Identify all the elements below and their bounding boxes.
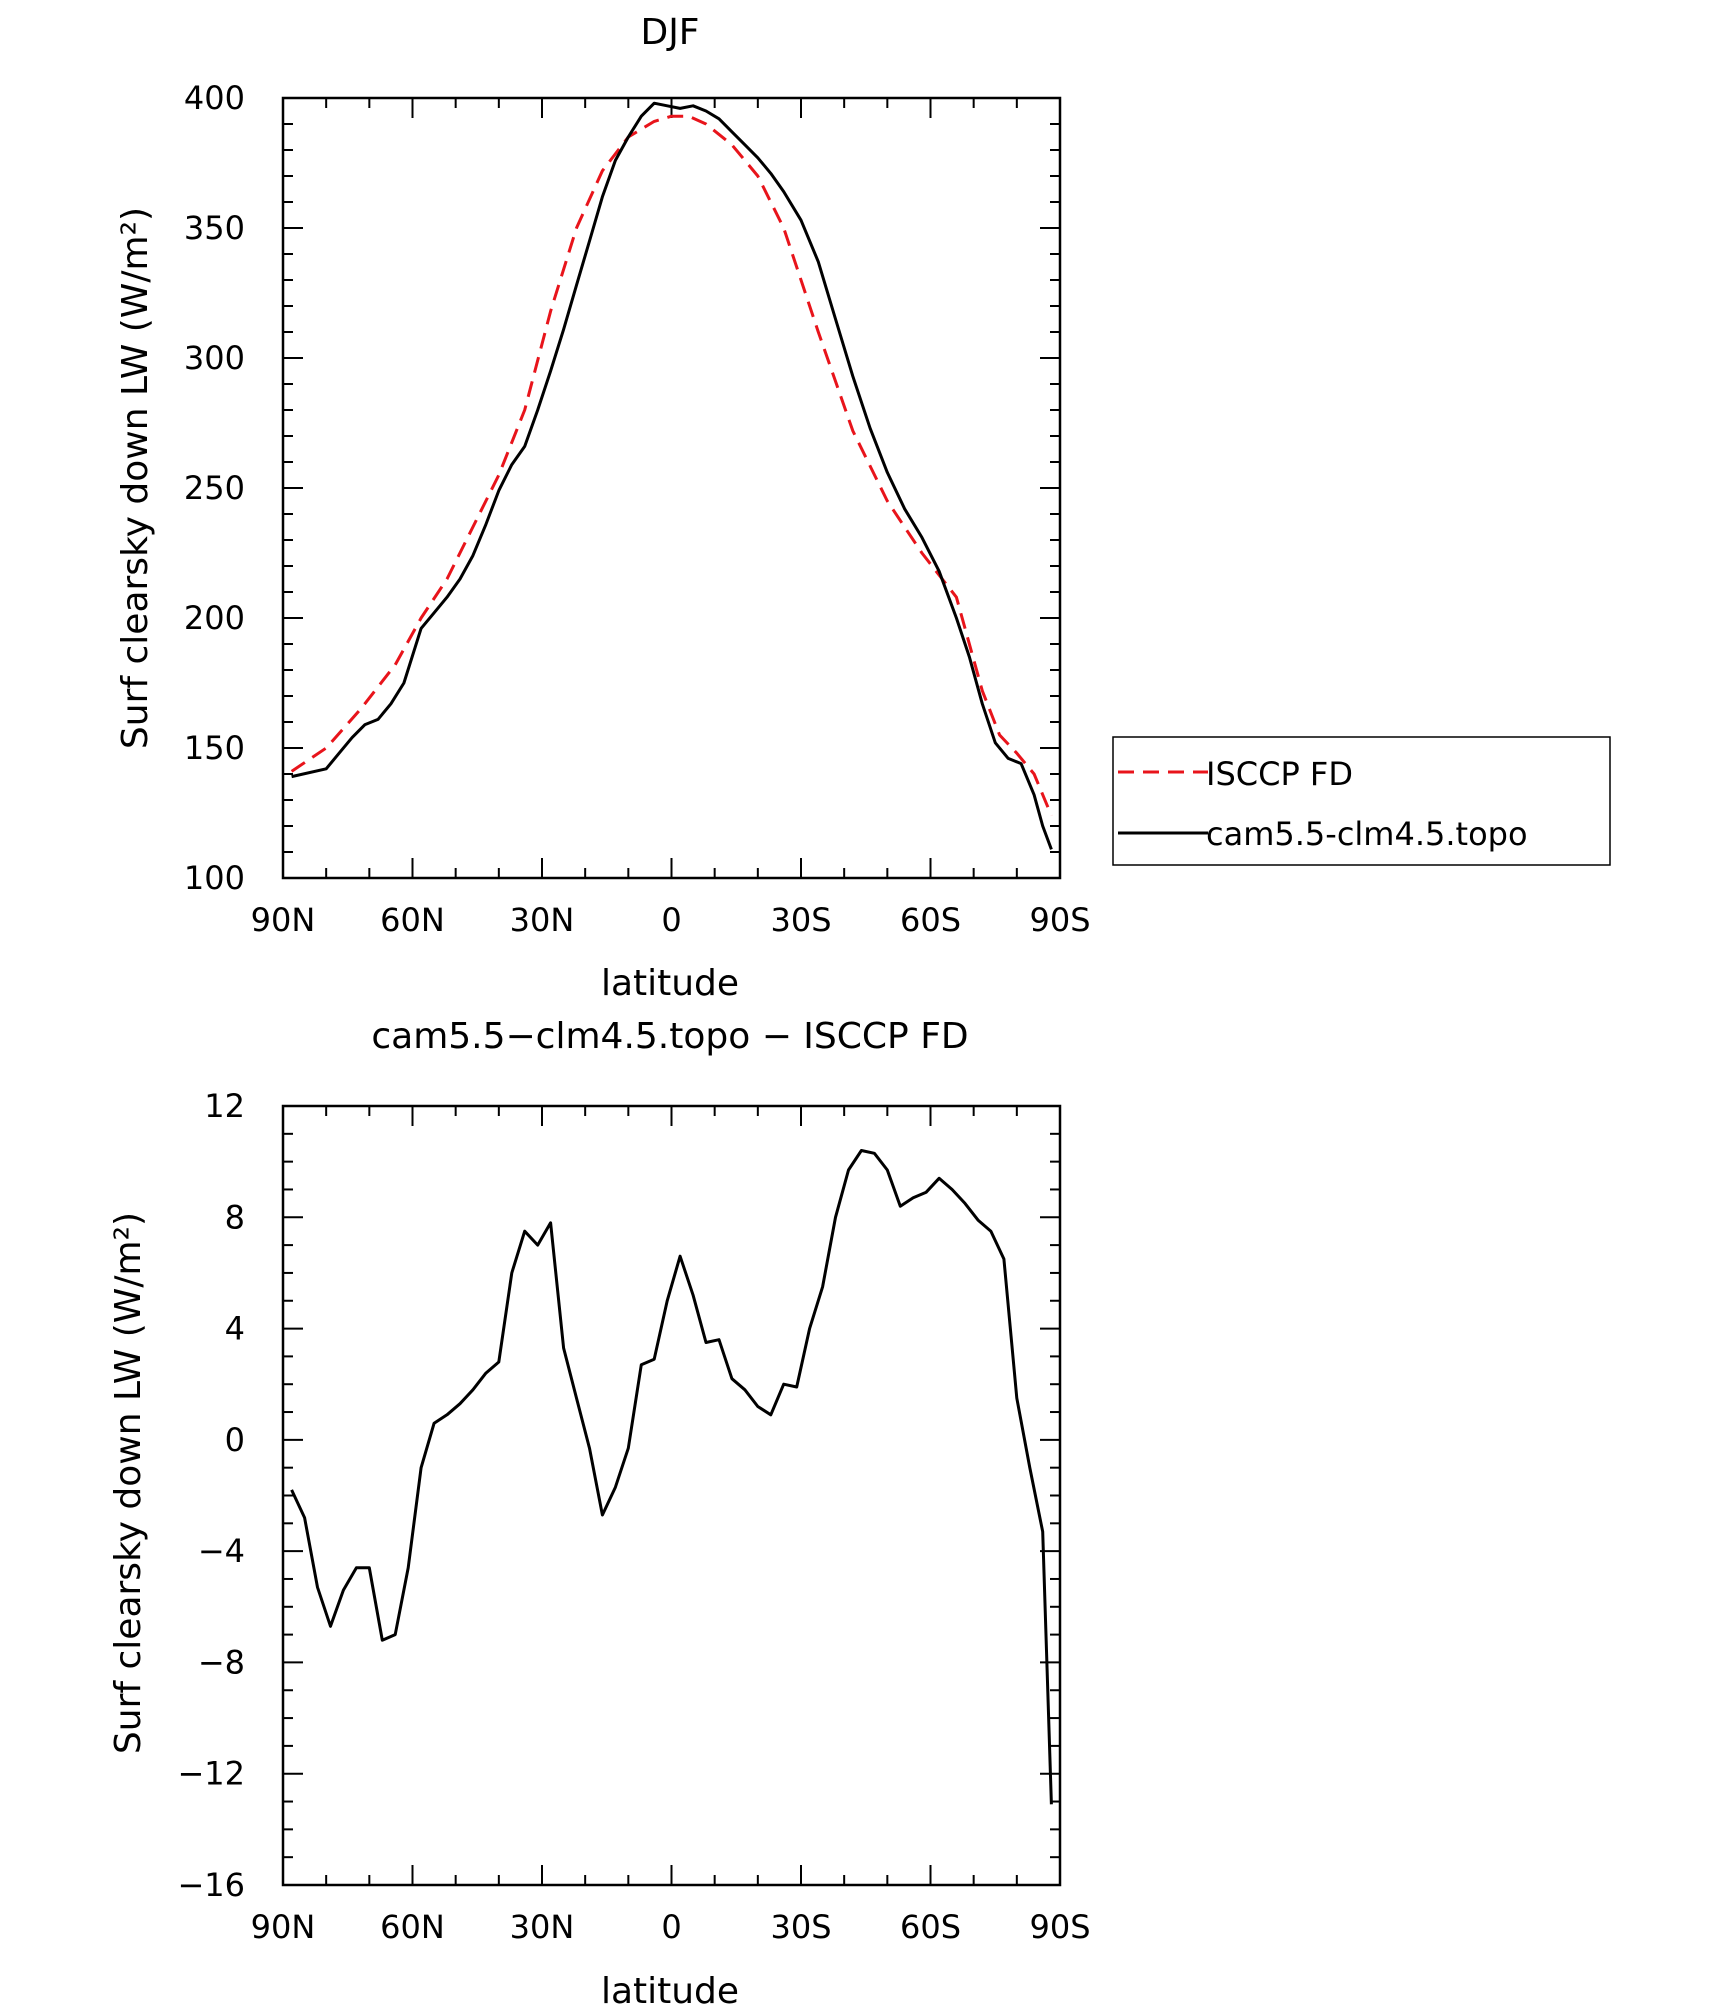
top-y-tick-label: 150 <box>184 729 245 767</box>
top-x-tick-label: 60N <box>380 901 445 939</box>
bottom-y-tick-label: −12 <box>177 1755 245 1793</box>
top-x-tick-label: 30S <box>770 901 831 939</box>
top-y-tick-label: 200 <box>184 599 245 637</box>
top-x-tick-label: 90N <box>251 901 316 939</box>
top-chart-xlabel: latitude <box>601 963 739 1004</box>
bottom-x-tick-label: 90S <box>1029 1908 1090 1946</box>
bottom-chart: cam5.5−clm4.5.topo − ISCCP FD Surf clear… <box>108 1016 1091 2010</box>
bottom-x-tick-label: 30S <box>770 1908 831 1946</box>
top-y-tick-label: 100 <box>184 859 245 897</box>
bottom-x-tick-label: 0 <box>661 1908 681 1946</box>
bottom-chart-series <box>290 1149 1053 1805</box>
bottom-x-tick-label: 60S <box>900 1908 961 1946</box>
bottom-y-tick-label: −16 <box>177 1866 245 1904</box>
top-y-tick-label: 250 <box>184 469 245 507</box>
top-x-tick-label: 60S <box>900 901 961 939</box>
top-x-tick-label: 90S <box>1029 901 1090 939</box>
top-x-tick-label: 30N <box>510 901 575 939</box>
top-chart-ticks: 100 150 200 250 300 350 400 90N 60N 30N 0 30S 60S 90S <box>184 79 1091 939</box>
bottom-y-tick-label: 4 <box>225 1310 245 1348</box>
bottom-x-tick-label: 90N <box>251 1908 316 1946</box>
legend-box <box>1112 736 1611 866</box>
bottom-chart-plot-frame <box>281 1104 1062 1887</box>
bottom-y-tick-label: 12 <box>204 1087 245 1125</box>
bottom-chart-title: cam5.5−clm4.5.topo − ISCCP FD <box>371 1016 968 1057</box>
top-chart-series <box>290 101 1053 850</box>
bottom-x-tick-label: 60N <box>380 1908 445 1946</box>
top-chart: DJF Surf clearsky down LW (W/m²) latitud… <box>115 12 1611 1004</box>
top-chart-ylabel: Surf clearsky down LW (W/m²) <box>115 207 156 749</box>
top-x-tick-label: 0 <box>661 901 681 939</box>
bottom-y-tick-label: −8 <box>198 1643 245 1681</box>
bottom-y-tick-label: −4 <box>198 1532 245 1570</box>
top-y-tick-label: 400 <box>184 79 245 117</box>
top-chart-title: DJF <box>640 12 699 53</box>
bottom-y-tick-label: 8 <box>225 1198 245 1236</box>
top-y-tick-label: 300 <box>184 339 245 377</box>
top-series-line-0 <box>290 114 1053 817</box>
bottom-x-tick-label: 30N <box>510 1908 575 1946</box>
top-series-line-1 <box>291 101 1053 850</box>
top-chart-plot-frame <box>281 96 1062 880</box>
legend-label-cam: cam5.5-clm4.5.topo <box>1206 815 1528 853</box>
bottom-chart-ylabel: Surf clearsky down LW (W/m²) <box>108 1212 149 1754</box>
top-chart-legend: ISCCP FD cam5.5-clm4.5.topo <box>1112 736 1611 866</box>
bottom-series-line-0 <box>290 1149 1053 1805</box>
bottom-chart-xlabel: latitude <box>601 1971 739 2010</box>
top-y-tick-label: 350 <box>184 209 245 247</box>
legend-label-isccp: ISCCP FD <box>1206 755 1353 793</box>
bottom-y-tick-label: 0 <box>225 1421 245 1459</box>
